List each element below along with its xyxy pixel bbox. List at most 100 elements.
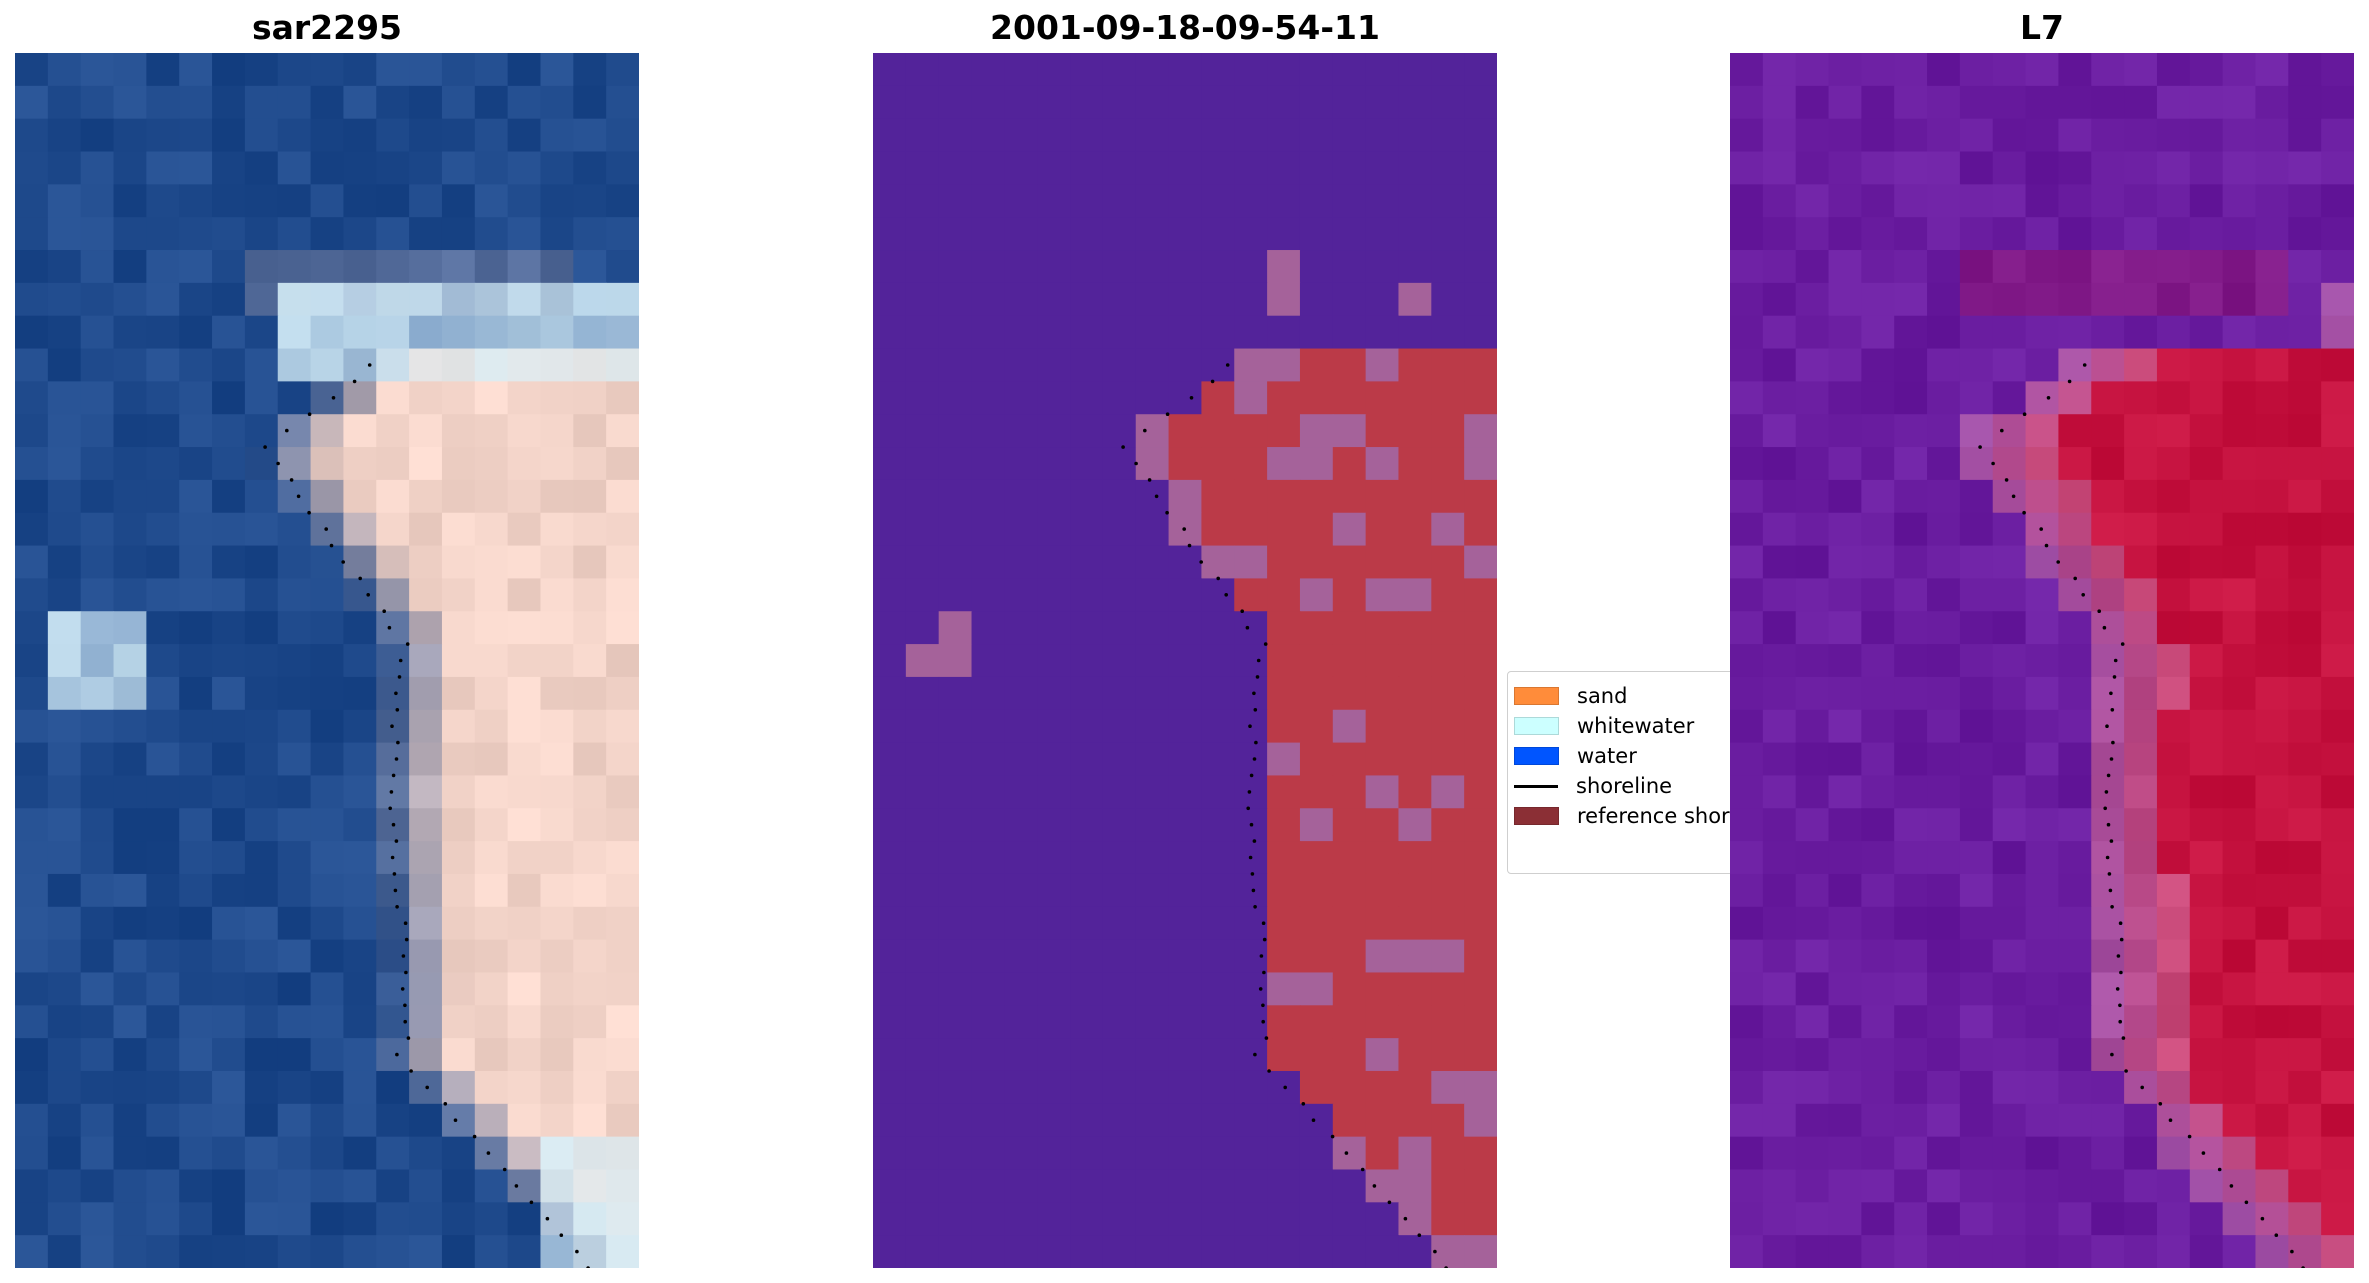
rgb-pixel [310,676,345,711]
mndwi-pixel [2124,250,2158,284]
class-pixel [971,414,1005,448]
mndwi-pixel [1959,1169,1994,1203]
mndwi-pixel [1927,1103,1961,1138]
class-pixel [1398,1005,1432,1039]
mndwi-pixel [1828,414,1862,448]
mndwi-pixel [2124,1169,2158,1203]
class-pixel [1299,315,1334,350]
rgb-pixel [606,873,639,908]
mndwi-pixel [2189,742,2224,777]
class-pixel [1201,184,1235,218]
mndwi-pixel [2124,414,2158,448]
rgb-pixel [15,53,49,87]
mndwi-pixel [2058,512,2092,547]
mndwi-pixel [1894,250,1928,284]
mndwi-pixel [1795,85,1830,120]
mndwi-pixel [2025,282,2060,317]
mndwi-pixel [2091,118,2125,153]
rgb-pixel [146,282,180,317]
mndwi-pixel [1959,381,1994,415]
rgb-pixel [507,1136,542,1171]
mndwi-pixel [2156,414,2191,448]
rgb-pixel [80,1103,115,1138]
class-pixel [1037,1169,1071,1203]
class-pixel [1135,873,1170,908]
class-pixel [1168,644,1203,678]
mndwi-shoreline-point [2110,1052,2114,1057]
rgb-pixel [343,315,377,350]
class-pixel [1464,184,1497,218]
class-pixel [1398,217,1432,251]
rgb-pixel [573,841,607,875]
mndwi-pixel [2222,1103,2257,1138]
mndwi-pixel [1730,775,1764,809]
rgb-pixel [47,315,82,350]
class-pixel [938,184,973,218]
rgb-pixel [540,217,574,251]
mndwi-pixel [1861,676,1895,711]
mndwi-pixel [2091,348,2125,382]
rgb-pixel [540,972,574,1006]
class-pixel [1201,1070,1235,1105]
mndwi-pixel [1828,250,1862,284]
rgb-pixel [573,873,607,908]
class-pixel [1037,644,1071,678]
rgb-pixel [310,1103,345,1138]
rgb-pixel [146,1005,180,1039]
rgb-pixel [310,348,345,382]
class-pixel [1267,939,1301,974]
class-pixel [938,348,973,382]
class-pixel [1004,972,1038,1006]
rgb-pixel [113,611,147,645]
rgb-pixel [409,479,443,514]
rgb-pixel [277,118,312,153]
mndwi-shoreline-point [2102,625,2107,630]
mndwi-pixel [1959,972,1994,1006]
mndwi-pixel [1861,742,1895,777]
rgb-pixel [146,742,180,777]
mndwi-pixel [2189,53,2224,87]
class-pixel [1135,250,1170,284]
class-pixel [1234,1038,1268,1072]
class-pixel [1299,1235,1334,1268]
rgb-pixel [474,808,509,842]
mndwi-pixel [2156,1005,2191,1039]
class-pixel [1201,1202,1235,1236]
class-pixel [905,873,940,908]
rgb-pixel [507,53,542,87]
rgb-pixel [540,512,574,547]
mndwi-pixel [1828,184,1862,218]
class-pixel [1135,611,1170,645]
rgb-pixel [179,1169,213,1203]
class-pixel [1464,315,1497,350]
class-pixel [1267,676,1301,711]
rgb-pixel [441,1202,476,1236]
rgb-pixel [573,447,607,481]
class-pixel [1234,1136,1268,1171]
class-pixel [971,775,1005,809]
rgb-pixel [179,479,213,514]
class-pixel [1365,742,1400,777]
rgb-pixel [212,1169,246,1203]
class-pixel [1004,742,1038,777]
rgb-pixel [80,118,115,153]
class-pixel [1070,250,1104,284]
rgb-pixel [15,611,49,645]
legend-item-reference-shoreline: reference shoreline [1514,801,1740,831]
mndwi-pixel [2091,381,2125,415]
class-shoreline-point [1165,510,1169,515]
class-pixel [1168,939,1203,974]
class-pixel [1070,53,1104,87]
class-shoreline-point [1216,576,1220,581]
class-pixel [1201,742,1235,777]
rgb-pixel [244,348,279,382]
mndwi-image [1730,53,2354,1268]
rgb-pixel [606,742,639,777]
class-pixel [905,85,940,120]
rgb-pixel [409,315,443,350]
rgb-pixel [573,315,607,350]
rgb-pixel [507,644,542,678]
rgb-pixel [540,906,574,941]
shoreline-line-icon [1514,784,1558,788]
class-pixel [1299,1038,1334,1072]
